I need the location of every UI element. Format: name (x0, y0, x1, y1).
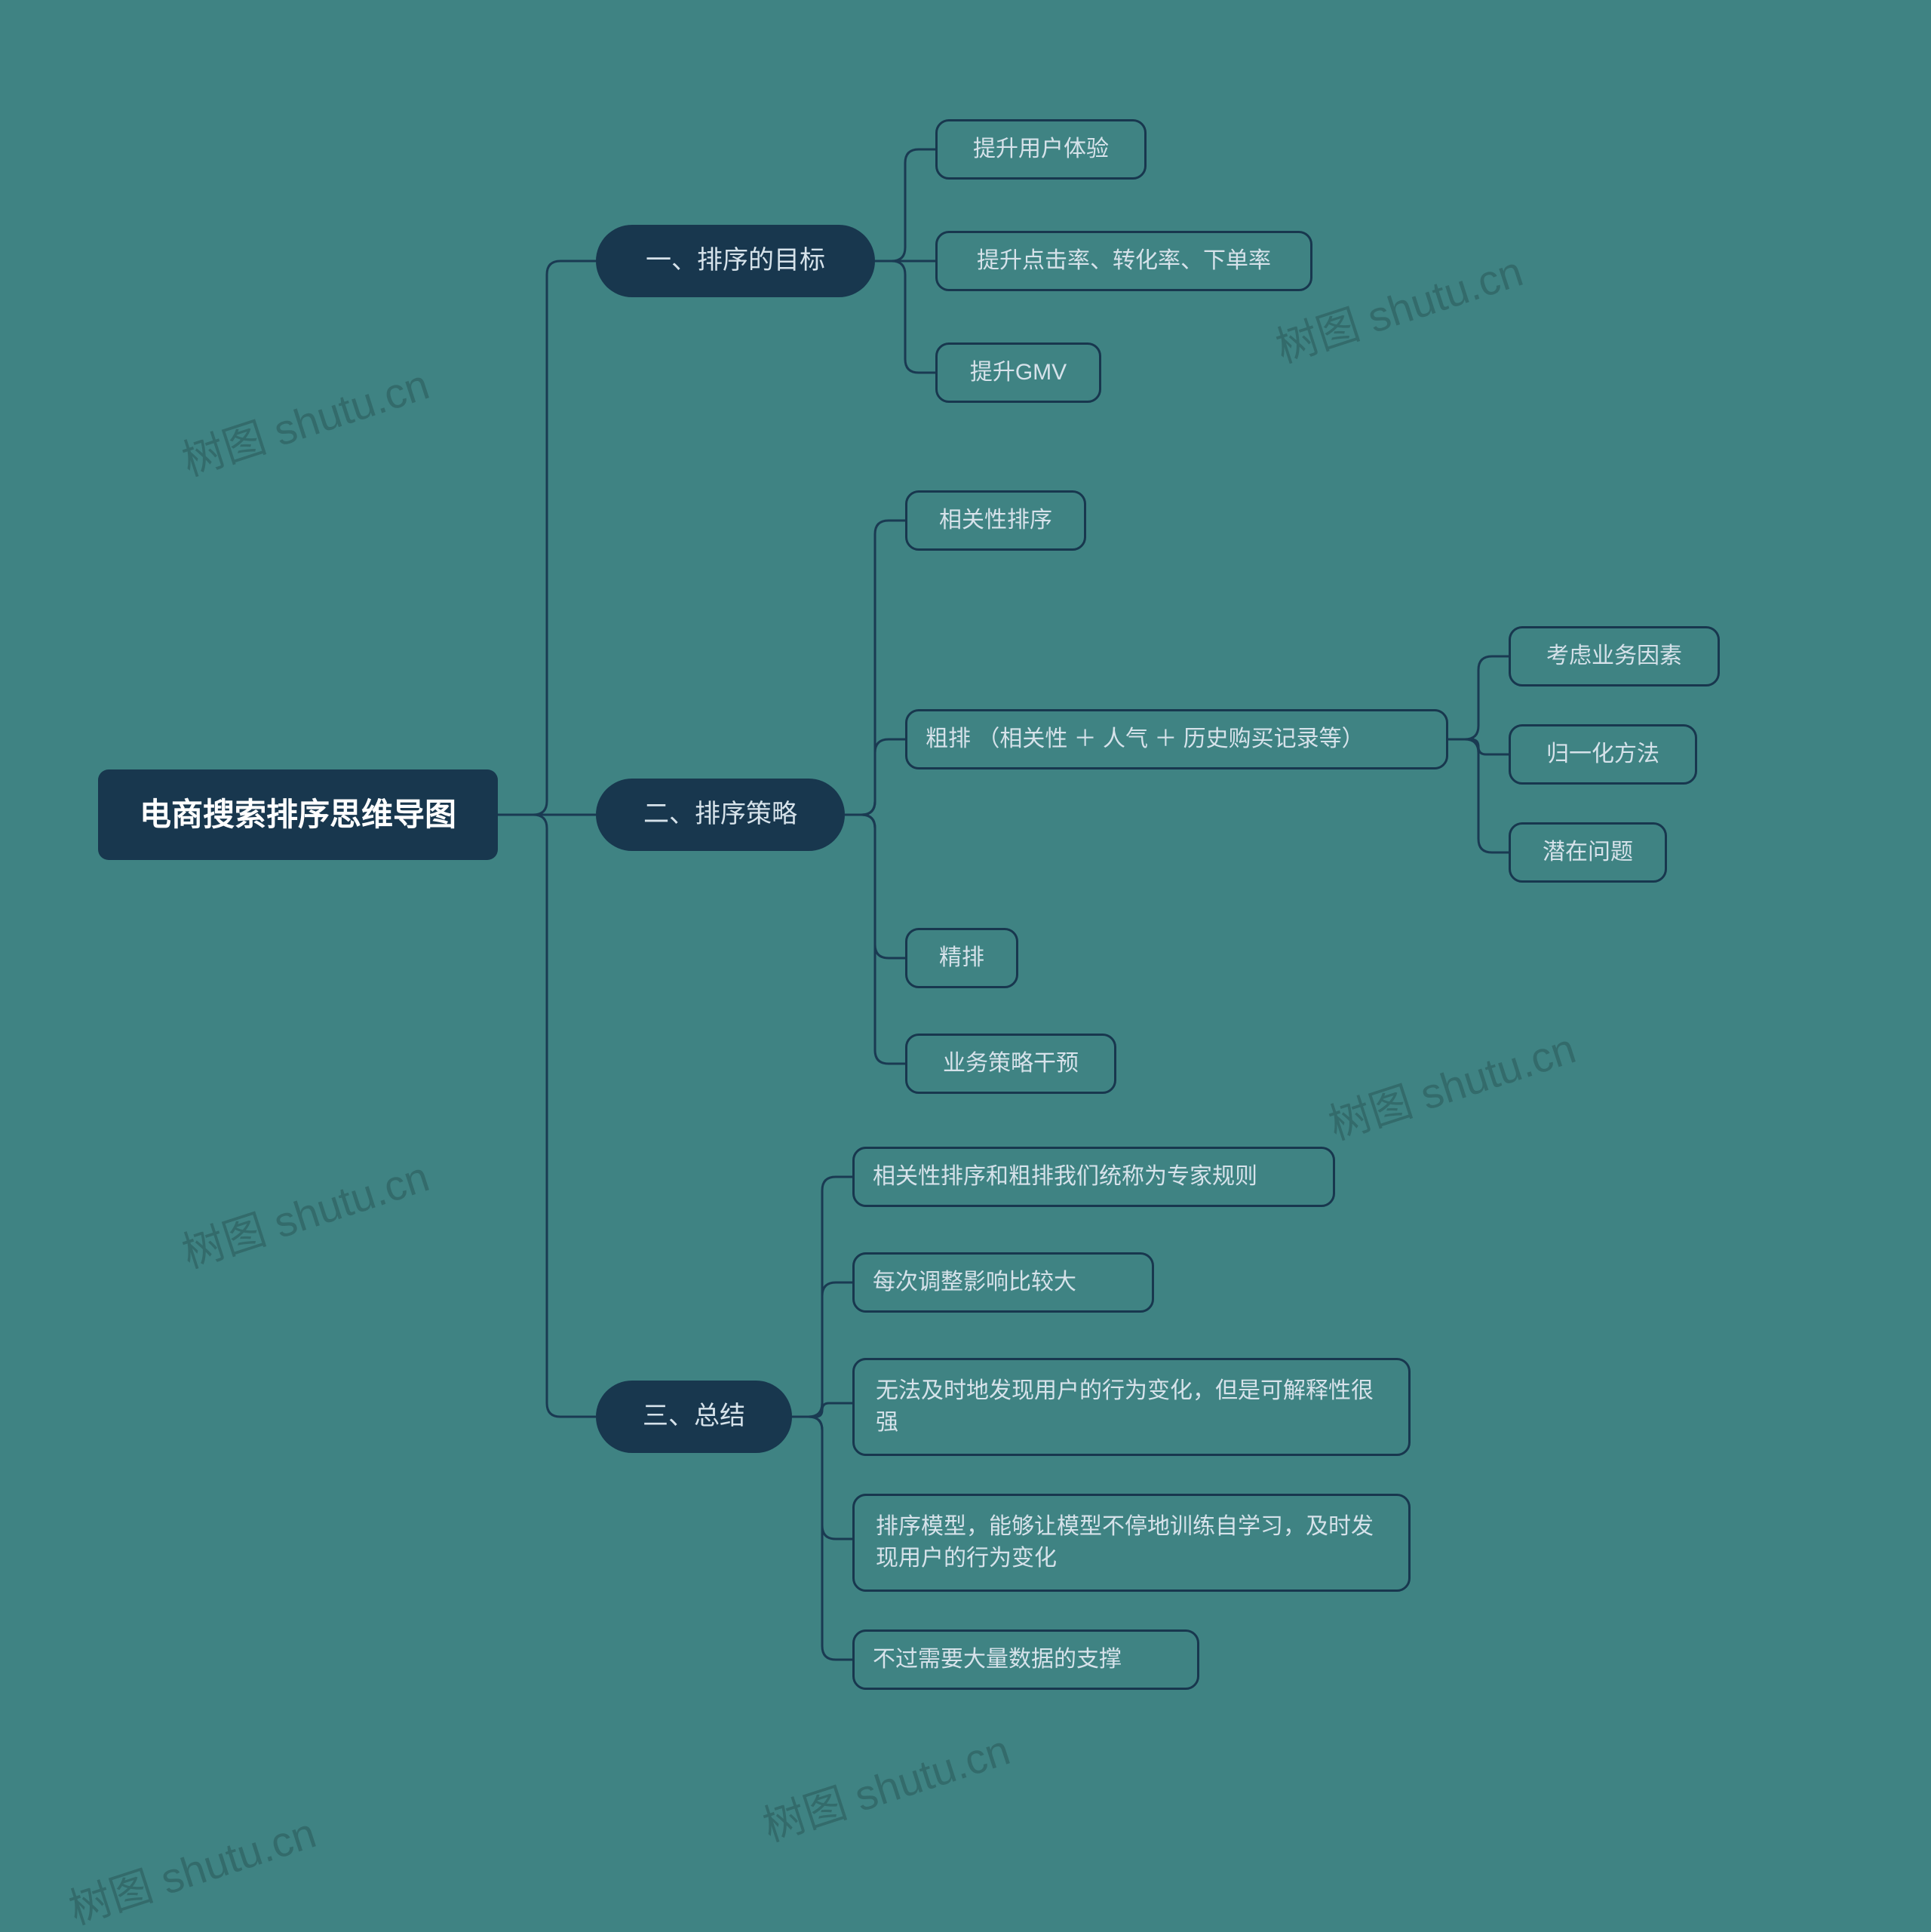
edge (792, 1177, 852, 1417)
watermark: 树图 shutu.cn (173, 351, 436, 488)
edge (845, 739, 905, 815)
mindmap-canvas: 树图 shutu.cn 树图 shutu.cn 树图 shutu.cn 树图 shut… (0, 0, 1931, 1932)
mindmap-node-b3: 三、总结 (596, 1381, 792, 1453)
edge (1448, 739, 1509, 852)
mindmap-node-b3c1: 相关性排序和粗排我们统称为专家规则 (852, 1147, 1335, 1207)
watermark: 树图 shutu.cn (754, 1716, 1017, 1854)
mindmap-node-b3c3: 无法及时地发现用户的行为变化，但是可解释性很强 (852, 1358, 1411, 1456)
mindmap-node-b2c4: 业务策略干预 (905, 1034, 1116, 1094)
edge (845, 815, 905, 958)
mindmap-node-b1c3: 提升GMV (935, 342, 1101, 403)
watermark: 树图 shutu.cn (173, 1143, 436, 1280)
mindmap-node-b2c2c: 潜在问题 (1509, 822, 1667, 883)
edge (498, 261, 596, 815)
edge (498, 815, 596, 1417)
watermark: 树图 shutu.cn (1320, 1015, 1583, 1152)
edge (792, 1403, 852, 1417)
mindmap-node-root: 电商搜索排序思维导图 (98, 769, 498, 860)
mindmap-node-b3c5: 不过需要大量数据的支撑 (852, 1629, 1199, 1690)
edge (1448, 739, 1509, 754)
mindmap-node-b1c1: 提升用户体验 (935, 119, 1147, 180)
mindmap-node-b2c1: 相关性排序 (905, 490, 1086, 551)
mindmap-node-b3c2: 每次调整影响比较大 (852, 1252, 1154, 1313)
edge (875, 261, 935, 373)
edge (1448, 656, 1509, 739)
mindmap-node-b1c2: 提升点击率、转化率、下单率 (935, 231, 1312, 291)
mindmap-node-b2c2a: 考虑业务因素 (1509, 626, 1720, 686)
edge (792, 1282, 852, 1417)
mindmap-node-b2c2: 粗排 （相关性 ＋ 人气 ＋ 历史购买记录等） (905, 709, 1448, 769)
mindmap-node-b2c2b: 归一化方法 (1509, 724, 1697, 785)
edge (845, 815, 905, 1064)
watermark: 树图 shutu.cn (60, 1799, 323, 1932)
mindmap-node-b2c3: 精排 (905, 928, 1018, 988)
edge (792, 1417, 852, 1660)
mindmap-node-b1: 一、排序的目标 (596, 225, 875, 297)
edge (792, 1417, 852, 1539)
edge (845, 521, 905, 815)
edge (875, 149, 935, 261)
mindmap-node-b2: 二、排序策略 (596, 779, 845, 851)
mindmap-node-b3c4: 排序模型，能够让模型不停地训练自学习，及时发现用户的行为变化 (852, 1494, 1411, 1592)
